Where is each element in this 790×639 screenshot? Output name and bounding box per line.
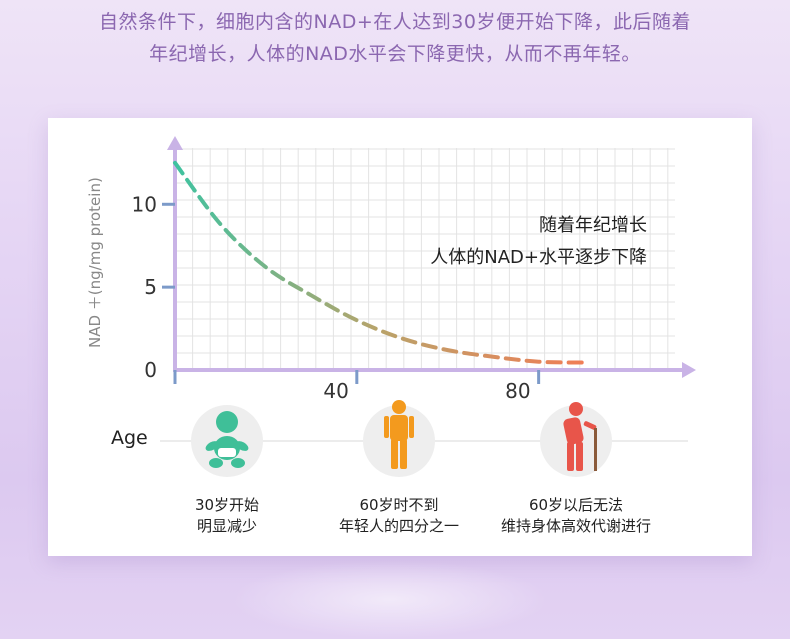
- intro-line-2: 年纪增长，人体的NAD水平会下降更快，从而不再年轻。: [149, 43, 641, 65]
- age-label: Age: [111, 427, 148, 449]
- stage-30-line-1: 30岁开始: [195, 496, 259, 514]
- y-axis-label: NAD ＋(ng/mg protein): [86, 177, 104, 348]
- stage-60-plus: 60岁以后无法 维持身体高效代谢进行: [501, 402, 651, 535]
- nad-decline-chart: 0 5 10 40 80 NAD ＋(ng/mg protein) 随着年纪增长 人体的…: [86, 136, 696, 535]
- chart-card: 0 5 10 40 80 NAD ＋(ng/mg protein) 随着年纪增长 人体的…: [48, 118, 752, 556]
- y-tick-label: 5: [144, 275, 157, 299]
- stage-60-line-1: 60岁时不到: [359, 496, 438, 514]
- x-tick-label: 80: [505, 379, 530, 403]
- baby-icon: [205, 411, 249, 468]
- background-glow: [230, 560, 550, 639]
- stage-60-plus-line-2: 维持身体高效代谢进行: [501, 517, 651, 535]
- grid: [175, 148, 675, 370]
- stage-60: 60岁时不到 年轻人的四分之一: [339, 400, 459, 535]
- adult-icon: [384, 400, 414, 469]
- axis-ticks: 0 5 10 40 80: [132, 192, 541, 403]
- nad-curve: [173, 160, 587, 365]
- y-tick-label: 0: [144, 358, 157, 382]
- stage-30-line-2: 明显减少: [197, 517, 257, 535]
- elderly-icon: [563, 402, 597, 471]
- y-axis-arrow: [167, 136, 183, 150]
- stage-60-plus-line-1: 60岁以后无法: [529, 496, 623, 514]
- annotation-line-1: 随着年纪增长: [539, 215, 647, 236]
- x-axis-arrow: [682, 362, 696, 378]
- y-tick-label: 10: [132, 192, 157, 216]
- stage-30: 30岁开始 明显减少: [191, 405, 263, 535]
- annotation-line-2: 人体的NAD+水平逐步下降: [430, 247, 647, 268]
- x-tick-label: 40: [323, 379, 348, 403]
- intro-line-1: 自然条件下，细胞内含的NAD+在人达到30岁便开始下降，此后随着: [99, 11, 691, 33]
- intro-text: 自然条件下，细胞内含的NAD+在人达到30岁便开始下降，此后随着 年纪增长，人体…: [0, 6, 790, 70]
- stage-60-line-2: 年轻人的四分之一: [339, 517, 459, 535]
